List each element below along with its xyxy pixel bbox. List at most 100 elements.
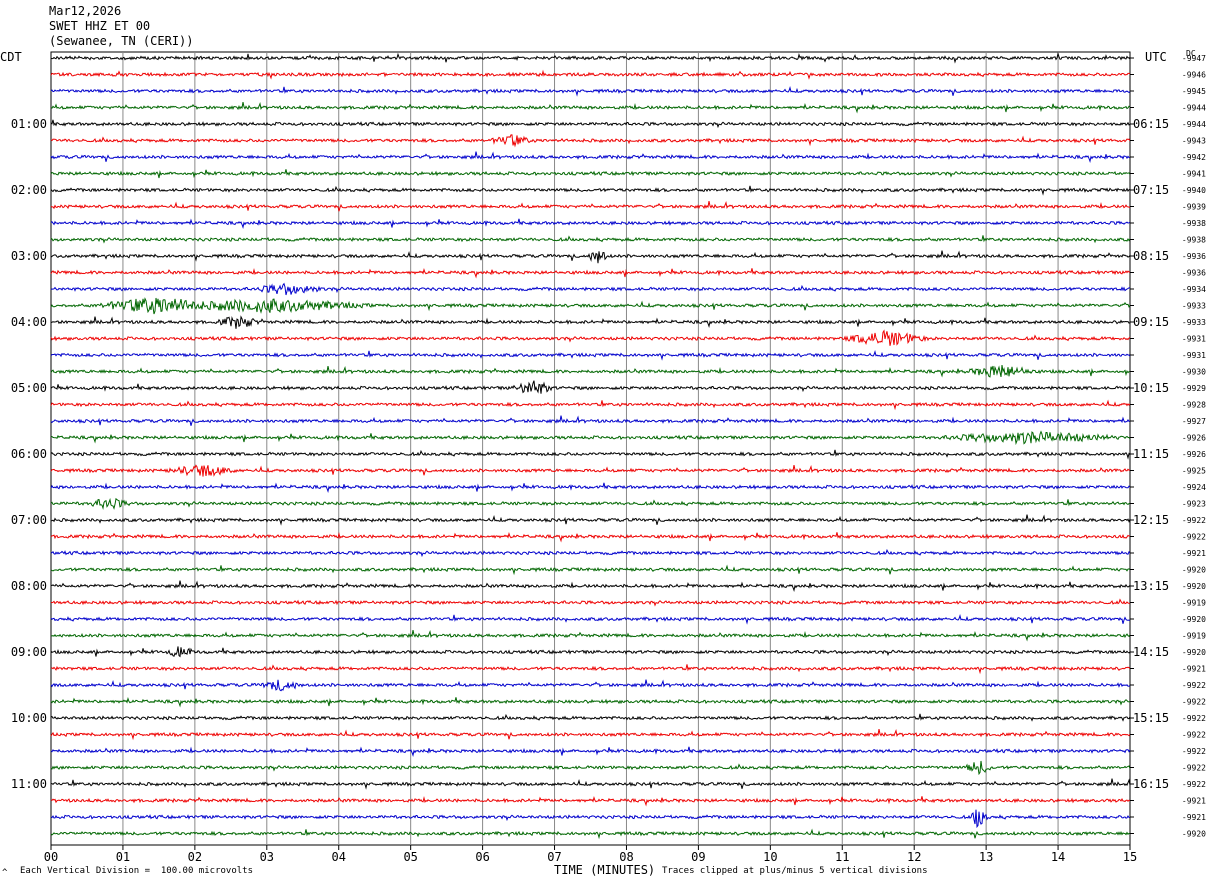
- dc-offset-label: -9931: [1182, 335, 1206, 344]
- x-tick-label: 02: [188, 850, 202, 864]
- dc-offset-label: -9946: [1182, 71, 1206, 80]
- left-hour-label: 02:00: [11, 183, 47, 197]
- x-tick-label: 01: [116, 850, 130, 864]
- dc-offset-label: -9930: [1182, 368, 1206, 377]
- dc-offset-label: -9936: [1182, 269, 1206, 278]
- dc-offset-label: -9933: [1182, 318, 1206, 327]
- seismic-trace: [50, 482, 1131, 493]
- seismic-trace: [50, 679, 1131, 692]
- x-tick-label: 06: [475, 850, 489, 864]
- seismic-trace: [50, 697, 1131, 708]
- dc-offset-label: -9944: [1182, 120, 1206, 129]
- footer-right-note: Traces clipped at plus/minus 5 vertical …: [662, 866, 928, 876]
- header-location: (Sewanee, TN (CERI)): [49, 34, 194, 48]
- dc-offset-label: -9922: [1182, 714, 1206, 723]
- seismic-trace: [50, 614, 1131, 625]
- seismic-trace: [50, 282, 1131, 296]
- dc-offset-label: -9922: [1182, 698, 1206, 707]
- seismic-trace: [51, 778, 1131, 790]
- seismic-trace: [50, 809, 1131, 829]
- footer-left-note: Each Vertical Division = 100.00 microvol…: [20, 866, 253, 876]
- seismic-trace: [50, 169, 1131, 179]
- right-hour-label: 15:15: [1133, 711, 1169, 725]
- left-hour-label: 04:00: [11, 315, 47, 329]
- left-hour-label: 10:00: [11, 711, 47, 725]
- dc-offset-label: -9921: [1182, 797, 1206, 806]
- seismic-trace: [50, 399, 1131, 411]
- dc-offset-label: -9922: [1182, 764, 1206, 773]
- seismic-trace: [50, 580, 1131, 592]
- right-timezone-label: UTC: [1145, 50, 1167, 64]
- dc-offset-label: -9920: [1182, 582, 1206, 591]
- dc-offset-label: -9940: [1182, 186, 1206, 195]
- seismic-trace: [50, 760, 1131, 776]
- dc-offset-label: -9938: [1182, 236, 1206, 245]
- seismic-trace: [50, 430, 1131, 446]
- seismic-trace: [50, 329, 1131, 346]
- seismic-trace: [50, 315, 1131, 329]
- seismic-trace: [50, 532, 1131, 543]
- seismic-trace: [50, 200, 1131, 212]
- dc-offset-label: -9921: [1182, 813, 1206, 822]
- x-tick-label: 15: [1123, 850, 1137, 864]
- left-hour-label: 05:00: [11, 381, 47, 395]
- dc-offset-label: -9924: [1182, 483, 1206, 492]
- right-hour-label: 10:15: [1133, 381, 1169, 395]
- left-hour-label: 11:00: [11, 777, 47, 791]
- right-hour-label: 14:15: [1133, 645, 1169, 659]
- seismic-trace: [50, 664, 1131, 675]
- seismic-trace: [51, 629, 1131, 642]
- dc-offset-label: -9922: [1182, 533, 1206, 542]
- dc-offset-label: -9929: [1182, 384, 1206, 393]
- dc-offset-label: -9926: [1182, 434, 1206, 443]
- x-tick-label: 04: [332, 850, 346, 864]
- dc-offset-label: -9944: [1182, 104, 1206, 113]
- seismic-trace: [50, 415, 1131, 426]
- dc-offset-label: -9922: [1182, 681, 1206, 690]
- seismic-trace: [50, 598, 1131, 607]
- seismic-trace: [50, 86, 1131, 97]
- right-hour-label: 16:15: [1133, 777, 1169, 791]
- seismic-trace: [50, 235, 1131, 244]
- dc-offset-label: -9920: [1182, 830, 1206, 839]
- grid-lines: [50, 51, 1131, 850]
- seismic-trace: [50, 365, 1130, 378]
- x-tick-label: 09: [691, 850, 705, 864]
- seismic-trace: [50, 497, 1131, 510]
- dc-offset-label: -9920: [1182, 648, 1206, 657]
- dc-offset-label: -9927: [1182, 417, 1206, 426]
- trace-group: [50, 51, 1131, 840]
- seismic-trace: [50, 449, 1131, 460]
- right-hour-label: 11:15: [1133, 447, 1169, 461]
- seismic-trace: [50, 796, 1131, 807]
- left-hour-label: 01:00: [11, 117, 47, 131]
- header-station: SWET HHZ ET 00: [49, 19, 151, 33]
- seismic-trace: [50, 514, 1131, 526]
- left-hour-label: 09:00: [11, 645, 47, 659]
- left-timezone-label: CDT: [0, 50, 22, 64]
- seismic-trace: [50, 728, 1131, 741]
- dc-offset-label: -9926: [1182, 450, 1206, 459]
- dc-offset-label: -9947: [1182, 54, 1206, 63]
- seismic-trace: [50, 268, 1131, 279]
- seismic-trace: [50, 646, 1131, 658]
- dc-offset-label: -9928: [1182, 401, 1206, 410]
- left-hour-label: 08:00: [11, 579, 47, 593]
- dc-offset-label: -9922: [1182, 731, 1206, 740]
- seismic-trace: [50, 564, 1131, 576]
- seismic-trace: [50, 828, 1131, 840]
- x-tick-label: 13: [979, 850, 993, 864]
- x-tick-label: 10: [763, 850, 777, 864]
- seismic-trace: [50, 101, 1131, 114]
- x-tick-label: 11: [835, 850, 849, 864]
- dc-label: DC: [1186, 49, 1196, 58]
- seismic-trace: [50, 151, 1131, 163]
- seismic-trace: [50, 134, 1131, 148]
- right-hour-label: 13:15: [1133, 579, 1169, 593]
- plot-frame: [50, 51, 1131, 846]
- left-hour-label: 07:00: [11, 513, 47, 527]
- right-hour-label: 07:15: [1133, 183, 1169, 197]
- seismic-trace: [50, 69, 1131, 80]
- dc-offset-label: -9922: [1182, 780, 1206, 789]
